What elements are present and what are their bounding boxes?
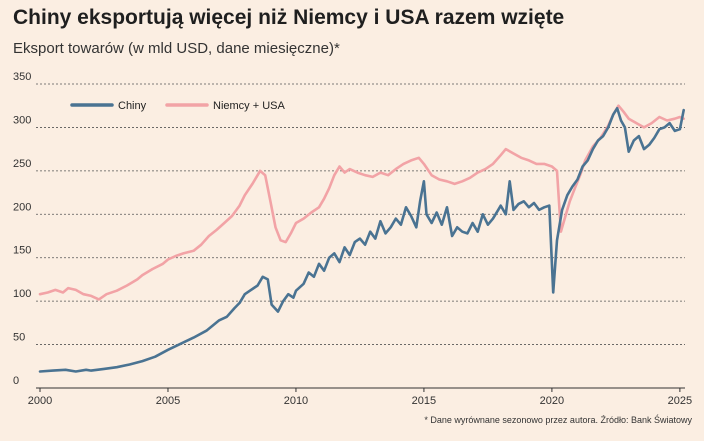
chart-subtitle: Eksport towarów (w mld USD, dane miesięc… [13, 40, 340, 57]
legend: Chiny Niemcy + USA [70, 100, 285, 112]
x-tick-label: 2020 [540, 395, 564, 407]
x-tick-label: 2025 [668, 395, 692, 407]
y-tick-label: 350 [13, 71, 31, 83]
source-footnote: * Dane wyrównane sezonowo przez autora. … [424, 415, 692, 425]
gridlines [36, 83, 685, 389]
y-axis-ticks: 0 50 100 150 200 250 300 350 [13, 71, 31, 387]
y-tick-label: 150 [13, 245, 31, 257]
y-tick-label: 100 [13, 288, 31, 300]
y-tick-label: 200 [13, 201, 31, 213]
legend-label: Chiny [118, 100, 147, 112]
y-tick-label: 300 [13, 114, 31, 126]
x-tick-label: 2010 [284, 395, 308, 407]
legend-label: Niemcy + USA [213, 100, 285, 112]
x-tick-label: 2015 [412, 395, 436, 407]
series-lines [38, 104, 685, 373]
x-tick-label: 2000 [28, 395, 52, 407]
series-line-niemcy-usa [38, 104, 685, 301]
y-tick-label: 0 [13, 375, 19, 387]
y-tick-label: 250 [13, 158, 31, 170]
chart-title: Chiny eksportują więcej niż Niemcy i USA… [13, 6, 565, 29]
x-axis-ticks: 2000 2005 2010 2015 2020 2025 [28, 388, 692, 407]
x-tick-label: 2005 [156, 395, 180, 407]
y-tick-label: 50 [13, 332, 25, 344]
series-line-chiny [38, 107, 685, 373]
